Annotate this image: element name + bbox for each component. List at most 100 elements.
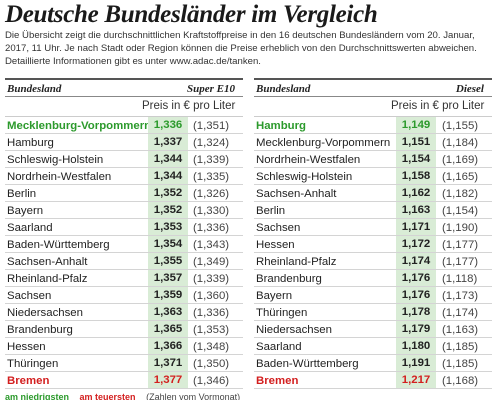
current-price: 1,353 <box>148 219 188 235</box>
previous-month-price: (1,174) <box>442 307 479 319</box>
current-price: 1,352 <box>148 185 188 201</box>
column-header-bundesland: Bundesland <box>7 83 62 95</box>
current-price: 1,176 <box>396 270 436 286</box>
previous-month-price: (1,184) <box>442 137 479 149</box>
table-row: Mecklenburg-Vorpommern 1,336 (1,351) <box>5 117 243 134</box>
state-name: Baden-Württemberg <box>7 239 110 251</box>
current-price: 1,172 <box>396 236 436 252</box>
previous-month-price: (1,326) <box>193 188 230 200</box>
table-row: Sachsen 1,171 (1,190) <box>254 219 492 236</box>
state-name: Nordrhein-Westfalen <box>7 171 112 183</box>
current-price: 1,158 <box>396 168 436 184</box>
table-row: Hessen 1,366 (1,348) <box>5 338 243 355</box>
previous-month-price: (1,335) <box>193 171 230 183</box>
current-price: 1,357 <box>148 270 188 286</box>
price-subheader: Preis in € pro Liter <box>5 97 243 117</box>
current-price: 1,171 <box>396 219 436 235</box>
super-e10-table: Bundesland Super E10 Preis in € pro Lite… <box>5 78 243 389</box>
previous-month-price: (1,165) <box>442 171 479 183</box>
current-price: 1,217 <box>396 372 436 388</box>
current-price: 1,363 <box>148 304 188 320</box>
state-name: Bayern <box>256 290 293 302</box>
price-subheader: Preis in € pro Liter <box>254 97 492 117</box>
state-name: Sachsen <box>7 290 52 302</box>
previous-month-price: (1,336) <box>193 222 230 234</box>
current-price: 1,354 <box>148 236 188 252</box>
price-unit-label: Preis in € pro Liter <box>391 100 485 112</box>
previous-month-price: (1,168) <box>442 375 479 387</box>
previous-month-price: (1,346) <box>193 375 230 387</box>
page-title: Deutsche Bundesländer im Vergleich <box>5 1 378 28</box>
state-name: Saarland <box>7 222 53 234</box>
intro-text: Die Übersicht zeigt die durchschnittlich… <box>5 30 477 67</box>
previous-month-price: (1,343) <box>193 239 230 251</box>
table-row: Sachsen-Anhalt 1,355 (1,349) <box>5 253 243 270</box>
current-price: 1,359 <box>148 287 188 303</box>
current-price: 1,344 <box>148 168 188 184</box>
table-row: Hessen 1,172 (1,177) <box>254 236 492 253</box>
state-name: Rheinland-Pfalz <box>256 256 337 268</box>
table-row: Niedersachsen 1,363 (1,336) <box>5 304 243 321</box>
current-price: 1,162 <box>396 185 436 201</box>
table-row: Hamburg 1,337 (1,324) <box>5 134 243 151</box>
current-price: 1,151 <box>396 134 436 150</box>
table-row: Rheinland-Pfalz 1,174 (1,177) <box>254 253 492 270</box>
table-row: Sachsen-Anhalt 1,162 (1,182) <box>254 185 492 202</box>
table-row: Baden-Württemberg 1,191 (1,185) <box>254 355 492 372</box>
table-header: Bundesland Super E10 <box>5 78 243 97</box>
table-row: Bayern 1,352 (1,330) <box>5 202 243 219</box>
state-name: Sachsen <box>256 222 301 234</box>
state-name: Schleswig-Holstein <box>7 154 104 166</box>
state-name: Baden-Württemberg <box>256 358 359 370</box>
diesel-table: Bundesland Diesel Preis in € pro Liter H… <box>254 78 492 389</box>
current-price: 1,344 <box>148 151 188 167</box>
current-price: 1,180 <box>396 338 436 354</box>
column-header-fuel: Diesel <box>455 83 484 95</box>
current-price: 1,191 <box>396 355 436 371</box>
current-price: 1,174 <box>396 253 436 269</box>
previous-month-price: (1,351) <box>193 120 230 132</box>
previous-month-price: (1,324) <box>193 137 230 149</box>
state-name: Sachsen-Anhalt <box>256 188 337 200</box>
previous-month-price: (1,163) <box>442 324 479 336</box>
previous-month-price: (1,185) <box>442 341 479 353</box>
state-name: Rheinland-Pfalz <box>7 273 88 285</box>
table-row: Thüringen 1,371 (1,350) <box>5 355 243 372</box>
previous-month-price: (1,177) <box>442 239 479 251</box>
column-header-bundesland: Bundesland <box>256 83 311 95</box>
previous-month-price: (1,190) <box>442 222 479 234</box>
state-name: Berlin <box>256 205 286 217</box>
state-name: Niedersachsen <box>7 307 83 319</box>
table-row: Berlin 1,163 (1,154) <box>254 202 492 219</box>
state-name: Brandenburg <box>256 273 322 285</box>
table-row: Rheinland-Pfalz 1,357 (1,339) <box>5 270 243 287</box>
previous-month-price: (1,353) <box>193 324 230 336</box>
current-price: 1,176 <box>396 287 436 303</box>
table-row: Hamburg 1,149 (1,155) <box>254 117 492 134</box>
previous-month-price: (1,173) <box>442 290 479 302</box>
table-row: Bremen 1,377 (1,346) <box>5 372 243 389</box>
state-name: Hamburg <box>7 137 54 149</box>
previous-month-price: (1,185) <box>442 358 479 370</box>
table-header: Bundesland Diesel <box>254 78 492 97</box>
table-row: Berlin 1,352 (1,326) <box>5 185 243 202</box>
current-price: 1,377 <box>148 372 188 388</box>
table-row: Brandenburg 1,365 (1,353) <box>5 321 243 338</box>
state-name: Mecklenburg-Vorpommern <box>7 120 152 132</box>
table-row: Thüringen 1,178 (1,174) <box>254 304 492 321</box>
table-row: Schleswig-Holstein 1,344 (1,339) <box>5 151 243 168</box>
previous-month-price: (1,154) <box>442 205 479 217</box>
state-name: Sachsen-Anhalt <box>7 256 88 268</box>
legend: am niedrigsten am teuersten (Zahlen vom … <box>5 392 240 400</box>
previous-month-price: (1,169) <box>442 154 479 166</box>
table-row: Saarland 1,180 (1,185) <box>254 338 492 355</box>
current-price: 1,178 <box>396 304 436 320</box>
table-rows: Hamburg 1,149 (1,155) Mecklenburg-Vorpommer… <box>254 117 492 389</box>
legend-note: (Zahlen vom Vormonat) <box>146 392 241 400</box>
table-row: Brandenburg 1,176 (1,118) <box>254 270 492 287</box>
previous-month-price: (1,155) <box>442 120 479 132</box>
state-name: Brandenburg <box>7 324 73 336</box>
table-row: Saarland 1,353 (1,336) <box>5 219 243 236</box>
table-row: Nordrhein-Westfalen 1,344 (1,335) <box>5 168 243 185</box>
current-price: 1,163 <box>396 202 436 218</box>
